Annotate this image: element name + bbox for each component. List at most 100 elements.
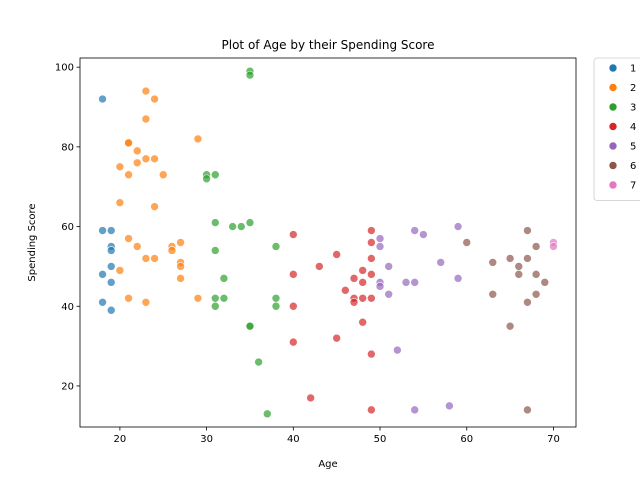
data-point-series-4-7 (332, 250, 341, 259)
data-point-series-5-4 (375, 282, 385, 291)
data-point-series-4-21 (367, 293, 376, 303)
data-point-series-3-19 (271, 242, 281, 251)
data-point-series-4-6 (315, 262, 324, 271)
x-tick-label-2: 30 (200, 434, 213, 445)
data-point-series-5-13 (436, 258, 446, 267)
data-point-series-3-6 (210, 293, 220, 303)
data-point-series-2-7 (124, 234, 133, 243)
legend-marker-3 (608, 102, 618, 112)
legend-marker-1 (608, 63, 618, 73)
x-tick-label-6: 70 (547, 434, 560, 445)
data-point-series-4-12 (349, 297, 359, 307)
legend-label-5: 5 (630, 142, 636, 153)
data-point-series-5-6 (384, 289, 394, 299)
data-point-series-6-7 (514, 270, 524, 279)
data-point-series-3-21 (271, 301, 281, 311)
data-point-series-2-10 (132, 158, 142, 168)
data-point-series-2-6 (124, 170, 133, 180)
data-point-series-2-1 (115, 162, 125, 172)
y-tick-label-1: 20 (61, 381, 74, 392)
data-point-series-3-18 (262, 409, 272, 419)
x-tick-label-1: 20 (114, 434, 127, 445)
data-point-series-6-11 (523, 405, 532, 415)
data-point-series-6-5 (505, 321, 515, 331)
data-point-series-2-2 (115, 198, 125, 207)
data-point-series-6-15 (540, 278, 550, 287)
data-point-series-3-3 (210, 170, 220, 180)
data-point-series-4-16 (358, 317, 367, 327)
legend-label-7: 7 (630, 181, 636, 192)
legend-label-3: 3 (630, 103, 636, 114)
legend-frame (593, 57, 640, 201)
data-point-series-6-2 (488, 258, 498, 267)
data-point-series-6-8 (523, 226, 532, 235)
data-point-series-6-1 (462, 238, 472, 247)
legend-label-1: 1 (630, 64, 636, 75)
legend-marker-7 (608, 180, 618, 190)
data-point-series-5-16 (453, 274, 463, 283)
data-point-series-2-16 (141, 297, 151, 307)
x-axis-label: Age (318, 459, 337, 470)
x-tick-label-5: 60 (460, 434, 473, 445)
data-point-series-1-2 (98, 226, 107, 235)
data-point-series-2-11 (132, 242, 142, 251)
data-point-series-3-5 (210, 246, 220, 255)
data-point-series-2-26 (176, 262, 185, 271)
data-point-series-4-10 (349, 274, 359, 283)
chart-title: Plot of Age by their Spending Score (222, 38, 435, 52)
data-point-series-3-9 (219, 293, 229, 303)
data-point-series-4-20 (367, 270, 376, 279)
data-point-series-1-7 (106, 246, 116, 255)
data-point-series-1-10 (106, 305, 116, 315)
data-point-series-2-29 (193, 293, 203, 303)
data-point-series-5-1 (375, 234, 385, 243)
data-point-series-5-7 (393, 345, 402, 355)
data-point-series-4-3 (289, 301, 298, 311)
data-point-series-5-9 (410, 226, 420, 235)
data-point-series-2-28 (193, 134, 203, 144)
data-point-series-6-4 (505, 254, 515, 263)
data-point-series-5-12 (419, 230, 428, 239)
y-tick-label-2: 40 (61, 302, 74, 313)
data-point-series-1-8 (106, 262, 116, 271)
data-point-series-2-18 (150, 154, 159, 164)
data-point-series-4-9 (341, 286, 350, 295)
data-point-series-3-14 (245, 218, 255, 227)
legend: 1 2 3 4 5 6 7 (593, 57, 640, 201)
data-point-series-2-15 (141, 254, 151, 263)
data-point-series-4-17 (367, 226, 376, 235)
data-point-series-3-20 (271, 293, 281, 303)
data-point-series-6-9 (523, 254, 532, 263)
y-tick-label-5: 100 (55, 63, 74, 74)
data-point-series-2-8 (124, 293, 133, 303)
data-point-series-4-8 (332, 333, 341, 343)
data-point-series-4-14 (358, 278, 367, 287)
data-point-series-1-1 (98, 94, 107, 104)
axes-layer: 20 30 40 50 60 70 20 40 60 80 100 (55, 63, 560, 445)
legend-marker-6 (608, 161, 618, 170)
legend-marker-4 (608, 122, 618, 131)
x-tick-label-3: 40 (287, 434, 300, 445)
data-point-series-5-15 (453, 222, 463, 231)
data-point-series-2-14 (141, 154, 151, 164)
data-point-series-2-27 (176, 274, 185, 283)
data-point-series-5-14 (445, 401, 454, 411)
legend-label-2: 2 (630, 83, 636, 94)
data-point-series-4-18 (367, 238, 376, 247)
data-point-series-4-1 (289, 230, 298, 239)
data-point-series-2-19 (150, 202, 159, 211)
points-layer (98, 66, 558, 419)
data-point-series-3-8 (219, 274, 229, 283)
data-point-series-4-22 (367, 349, 376, 359)
data-point-series-1-3 (98, 270, 107, 279)
data-point-series-6-3 (488, 289, 498, 299)
data-point-series-6-10 (523, 297, 532, 307)
data-point-series-5-5 (384, 262, 394, 271)
data-point-series-2-23 (167, 246, 177, 255)
data-point-series-6-12 (531, 242, 541, 251)
data-point-series-2-24 (176, 238, 185, 247)
data-point-series-5-10 (410, 278, 420, 287)
legend-label-6: 6 (630, 161, 636, 172)
data-point-series-2-21 (158, 170, 168, 180)
